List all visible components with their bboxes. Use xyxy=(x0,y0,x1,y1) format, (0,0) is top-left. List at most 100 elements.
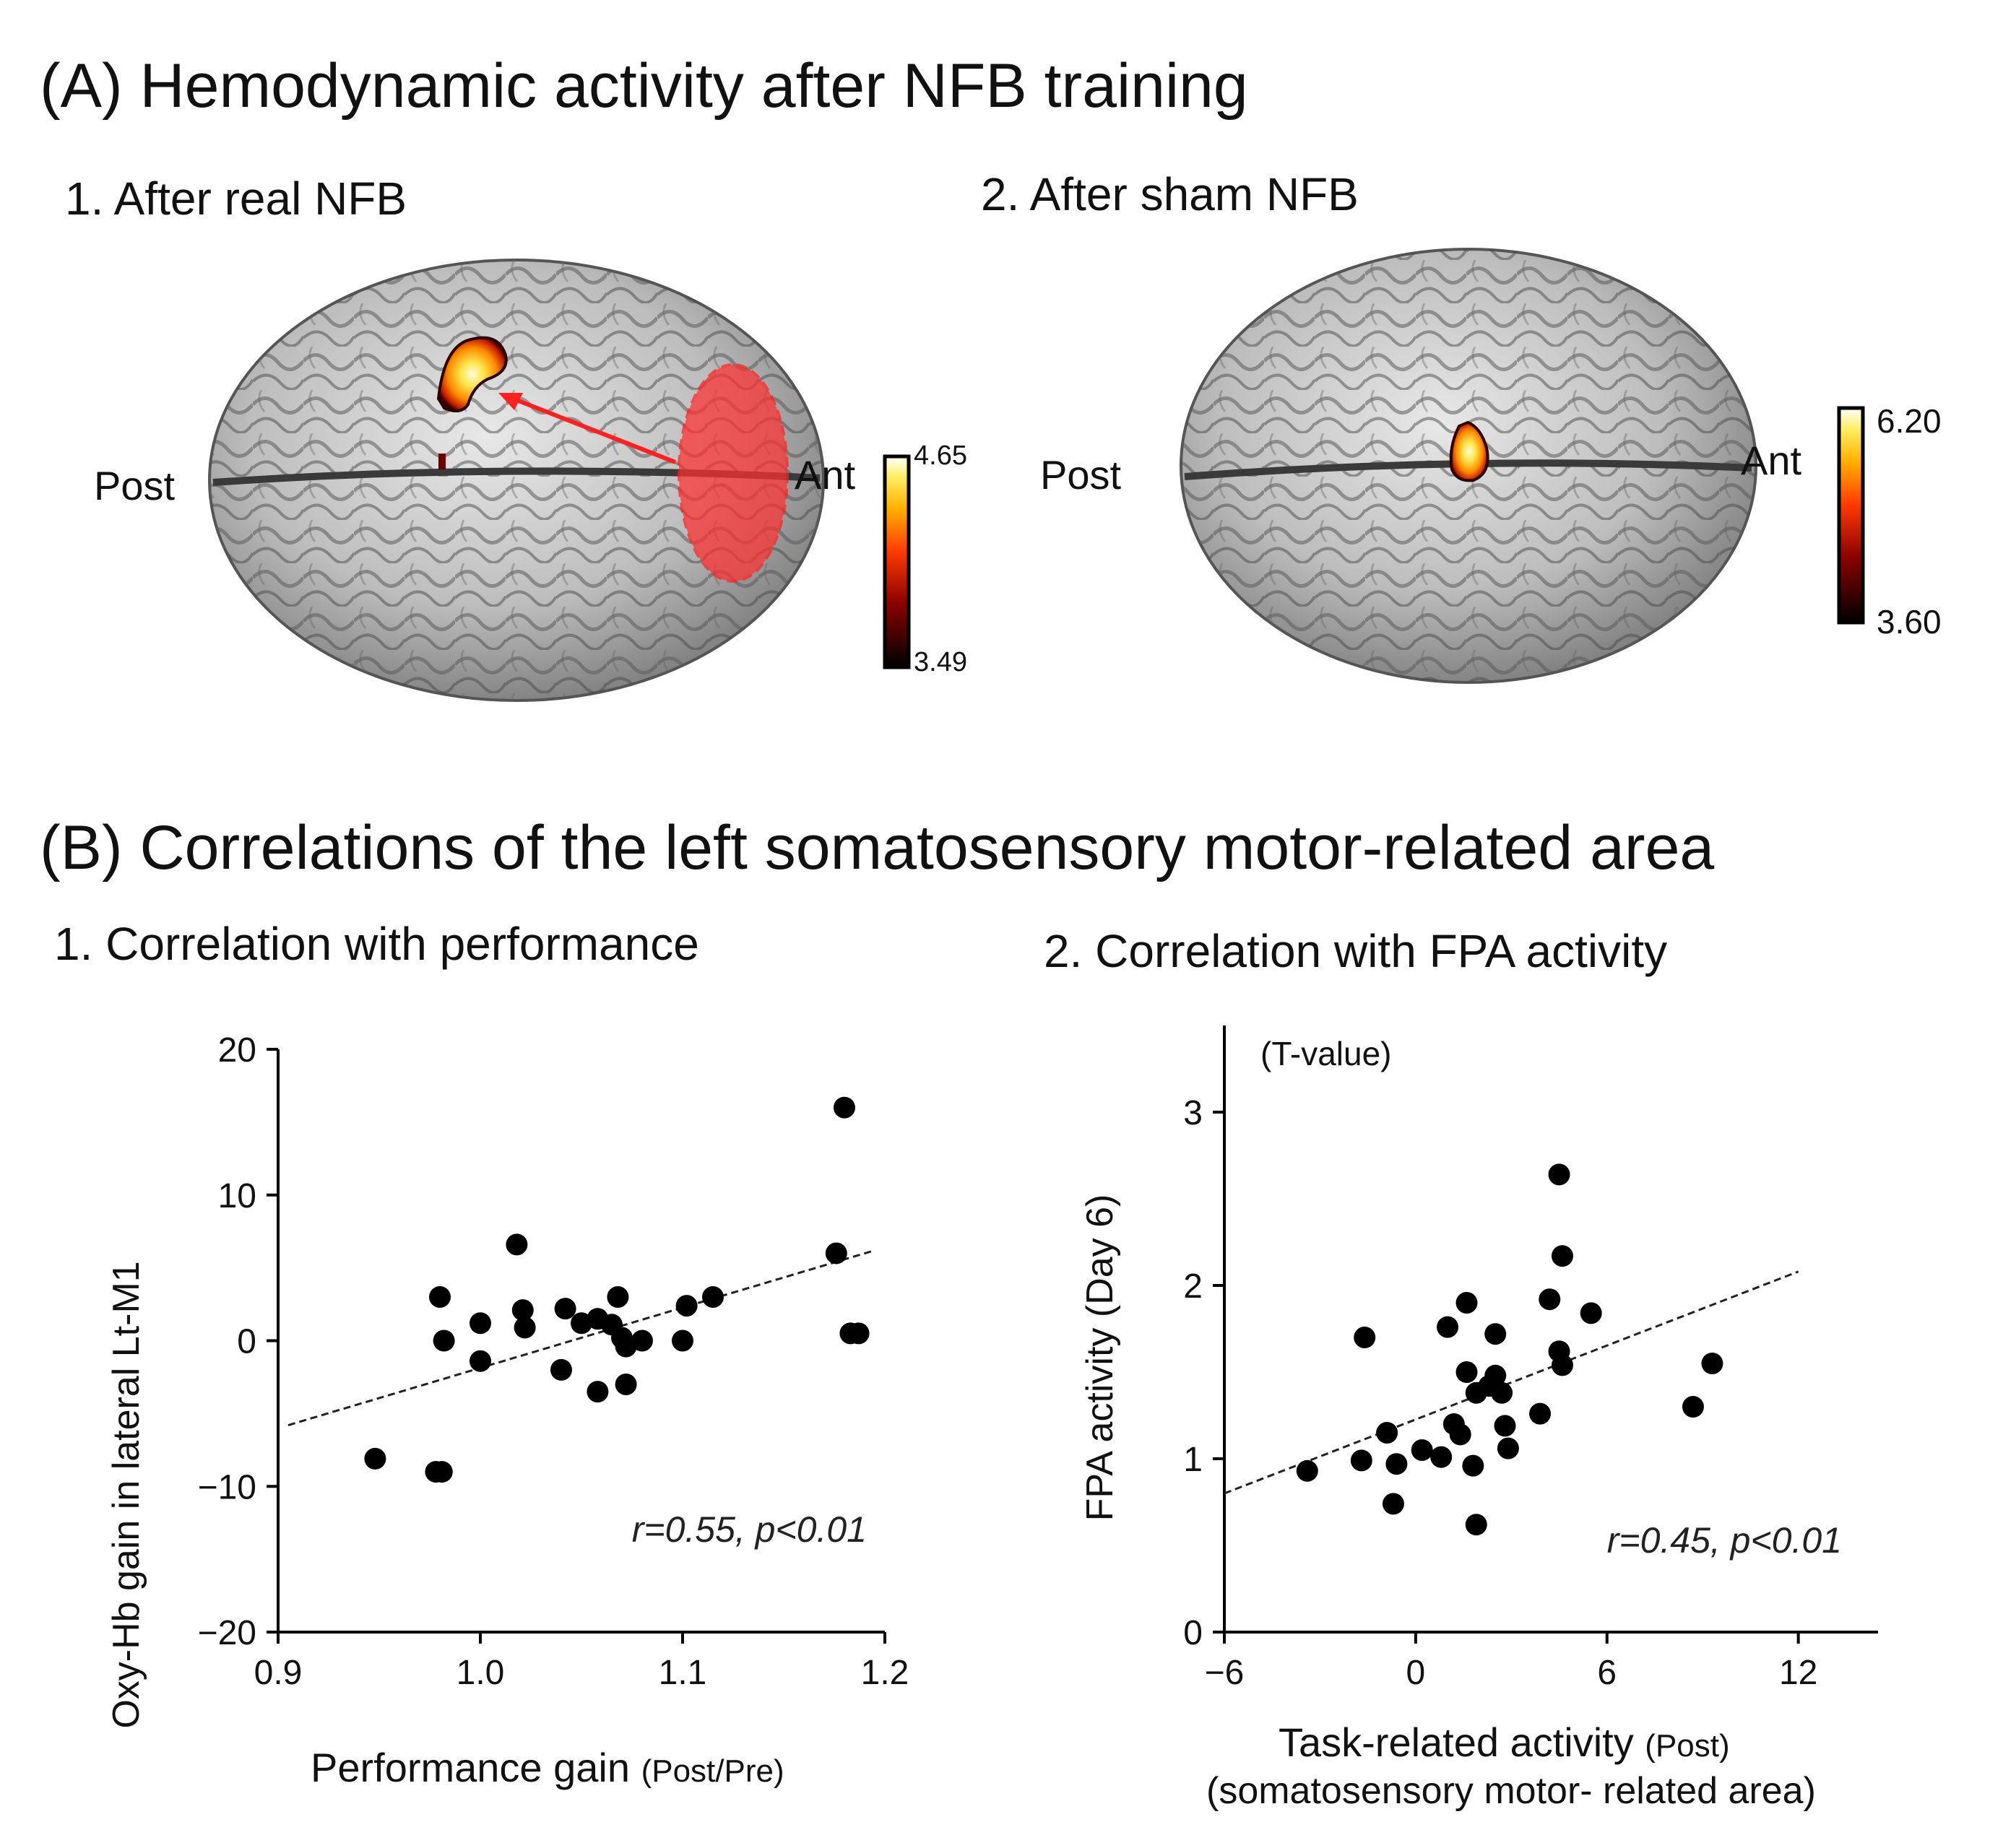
data-point xyxy=(554,1298,576,1320)
colorbar-real-max: 4.65 xyxy=(914,441,967,471)
brain-renderings xyxy=(208,248,1865,702)
data-point xyxy=(631,1329,653,1352)
scatter-fpa-xlabel-small: (Post) xyxy=(1645,1728,1730,1764)
y-tick-label: 20 xyxy=(218,1031,256,1070)
data-point xyxy=(1551,1354,1573,1376)
data-point xyxy=(1484,1364,1507,1387)
colorbar-sham-min: 3.60 xyxy=(1877,603,1942,641)
post-label-real: Post xyxy=(94,463,176,508)
x-tick-label: 6 xyxy=(1597,1654,1617,1692)
ant-label-sham: Ant xyxy=(1741,438,1802,483)
data-point xyxy=(1551,1245,1573,1267)
x-tick-label: 1.2 xyxy=(861,1654,909,1692)
data-point xyxy=(1491,1381,1513,1404)
data-point xyxy=(1411,1439,1433,1461)
data-point xyxy=(1682,1396,1704,1418)
x-tick-label: 0 xyxy=(1406,1654,1426,1692)
y-tick-label: 10 xyxy=(218,1177,256,1215)
panel-b2-subtitle: 2. Correlation with FPA activity xyxy=(1044,925,1668,977)
trend-line xyxy=(1224,1270,1799,1495)
data-point xyxy=(550,1358,572,1381)
x-tick-label: 0.9 xyxy=(254,1654,303,1692)
colorbar-real-min: 3.49 xyxy=(914,647,967,677)
scatter-fpa-xlabel-line1: Task-related activity (Post) xyxy=(1279,1719,1730,1766)
colorbar-sham-max: 6.20 xyxy=(1877,402,1942,440)
scatter-performance-ylabel: Oxy-Hb gain in lateral Lt-M1 xyxy=(105,1261,147,1728)
data-point xyxy=(672,1329,693,1352)
data-point xyxy=(364,1447,386,1470)
data-point xyxy=(1296,1459,1318,1482)
data-point xyxy=(433,1329,455,1352)
colorbar-real xyxy=(883,454,911,669)
data-point xyxy=(1455,1361,1478,1383)
scatter-fpa-tvalue-note: (T-value) xyxy=(1260,1035,1391,1072)
data-point xyxy=(1465,1514,1487,1536)
data-point xyxy=(1494,1415,1516,1437)
scatter-fpa-ylabel: FPA activity (Day 6) xyxy=(1079,1194,1121,1522)
data-point xyxy=(511,1299,534,1322)
data-point xyxy=(1455,1292,1478,1314)
y-tick-label: 3 xyxy=(1183,1094,1203,1132)
colorbar-sham xyxy=(1837,406,1865,625)
data-point xyxy=(1529,1402,1552,1425)
data-point xyxy=(431,1461,453,1483)
data-point xyxy=(429,1285,451,1308)
data-point xyxy=(1701,1353,1723,1374)
data-point xyxy=(1382,1493,1404,1515)
activation-cluster-sham xyxy=(1449,420,1489,482)
data-point xyxy=(615,1374,637,1396)
activation-cluster-real xyxy=(436,336,508,412)
fpa-roi-overlay xyxy=(678,363,789,583)
small-activation-spot xyxy=(438,454,446,469)
data-point xyxy=(834,1096,855,1119)
data-point xyxy=(1580,1302,1602,1324)
x-tick-label: 1.0 xyxy=(457,1654,505,1692)
data-point xyxy=(1449,1423,1471,1446)
x-tick-label: 1.1 xyxy=(659,1654,707,1692)
y-tick-label: 2 xyxy=(1183,1267,1203,1306)
brain-real-nfb xyxy=(208,259,825,702)
data-point xyxy=(1462,1454,1484,1477)
data-point xyxy=(675,1295,698,1317)
scatter-performance: 0.9 1.0 1.1 1.2 20 10 0 −10 −20 r=0.55, p<0.01 O… xyxy=(105,1031,909,1729)
y-tick-label: −20 xyxy=(198,1614,256,1652)
data-point xyxy=(1539,1288,1561,1311)
data-point xyxy=(1484,1323,1507,1345)
data-point xyxy=(1350,1449,1372,1472)
scatter-fpa-xlabel-main: Task-related activity xyxy=(1279,1719,1634,1765)
scatter-performance-xlabel: Performance gain (Post/Pre) xyxy=(311,1744,784,1791)
panel-b-title: (B) Correlations of the left somatosenso… xyxy=(40,813,1715,882)
post-label-sham: Post xyxy=(1040,452,1122,498)
data-point xyxy=(1354,1327,1376,1348)
data-point xyxy=(1497,1437,1519,1459)
data-point xyxy=(607,1285,629,1308)
fpa-arrow xyxy=(508,395,677,464)
data-point xyxy=(1376,1422,1398,1444)
data-point xyxy=(514,1316,536,1339)
data-point xyxy=(702,1285,724,1308)
data-point xyxy=(470,1350,491,1372)
trend-line xyxy=(287,1249,875,1426)
brain-sham-nfb xyxy=(1180,248,1757,684)
fpa-arrowhead xyxy=(498,393,523,410)
data-point xyxy=(587,1381,609,1403)
data-point xyxy=(1548,1163,1570,1186)
x-tick-label: −6 xyxy=(1205,1654,1245,1692)
scatter-performance-stat: r=0.55, p<0.01 xyxy=(632,1509,867,1550)
scatter-performance-xlabel-small: (Post/Pre) xyxy=(641,1753,784,1789)
y-tick-label: 0 xyxy=(1183,1614,1203,1652)
data-point xyxy=(1430,1446,1453,1468)
scatter-fpa-stat: r=0.45, p<0.01 xyxy=(1607,1520,1842,1561)
scatter-performance-xlabel-main: Performance gain xyxy=(311,1745,631,1790)
data-point xyxy=(1385,1453,1408,1475)
y-tick-label: −10 xyxy=(198,1468,256,1506)
panel-b1-subtitle: 1. Correlation with performance xyxy=(54,918,699,970)
scatter-fpa-xlabel-line2: (somatosensory motor- related area) xyxy=(1206,1770,1816,1812)
panel-a2-subtitle: 2. After sham NFB xyxy=(981,168,1359,220)
data-point xyxy=(470,1312,491,1335)
y-tick-label: 0 xyxy=(237,1323,256,1361)
data-point xyxy=(506,1233,528,1256)
x-tick-label: 12 xyxy=(1779,1654,1817,1692)
